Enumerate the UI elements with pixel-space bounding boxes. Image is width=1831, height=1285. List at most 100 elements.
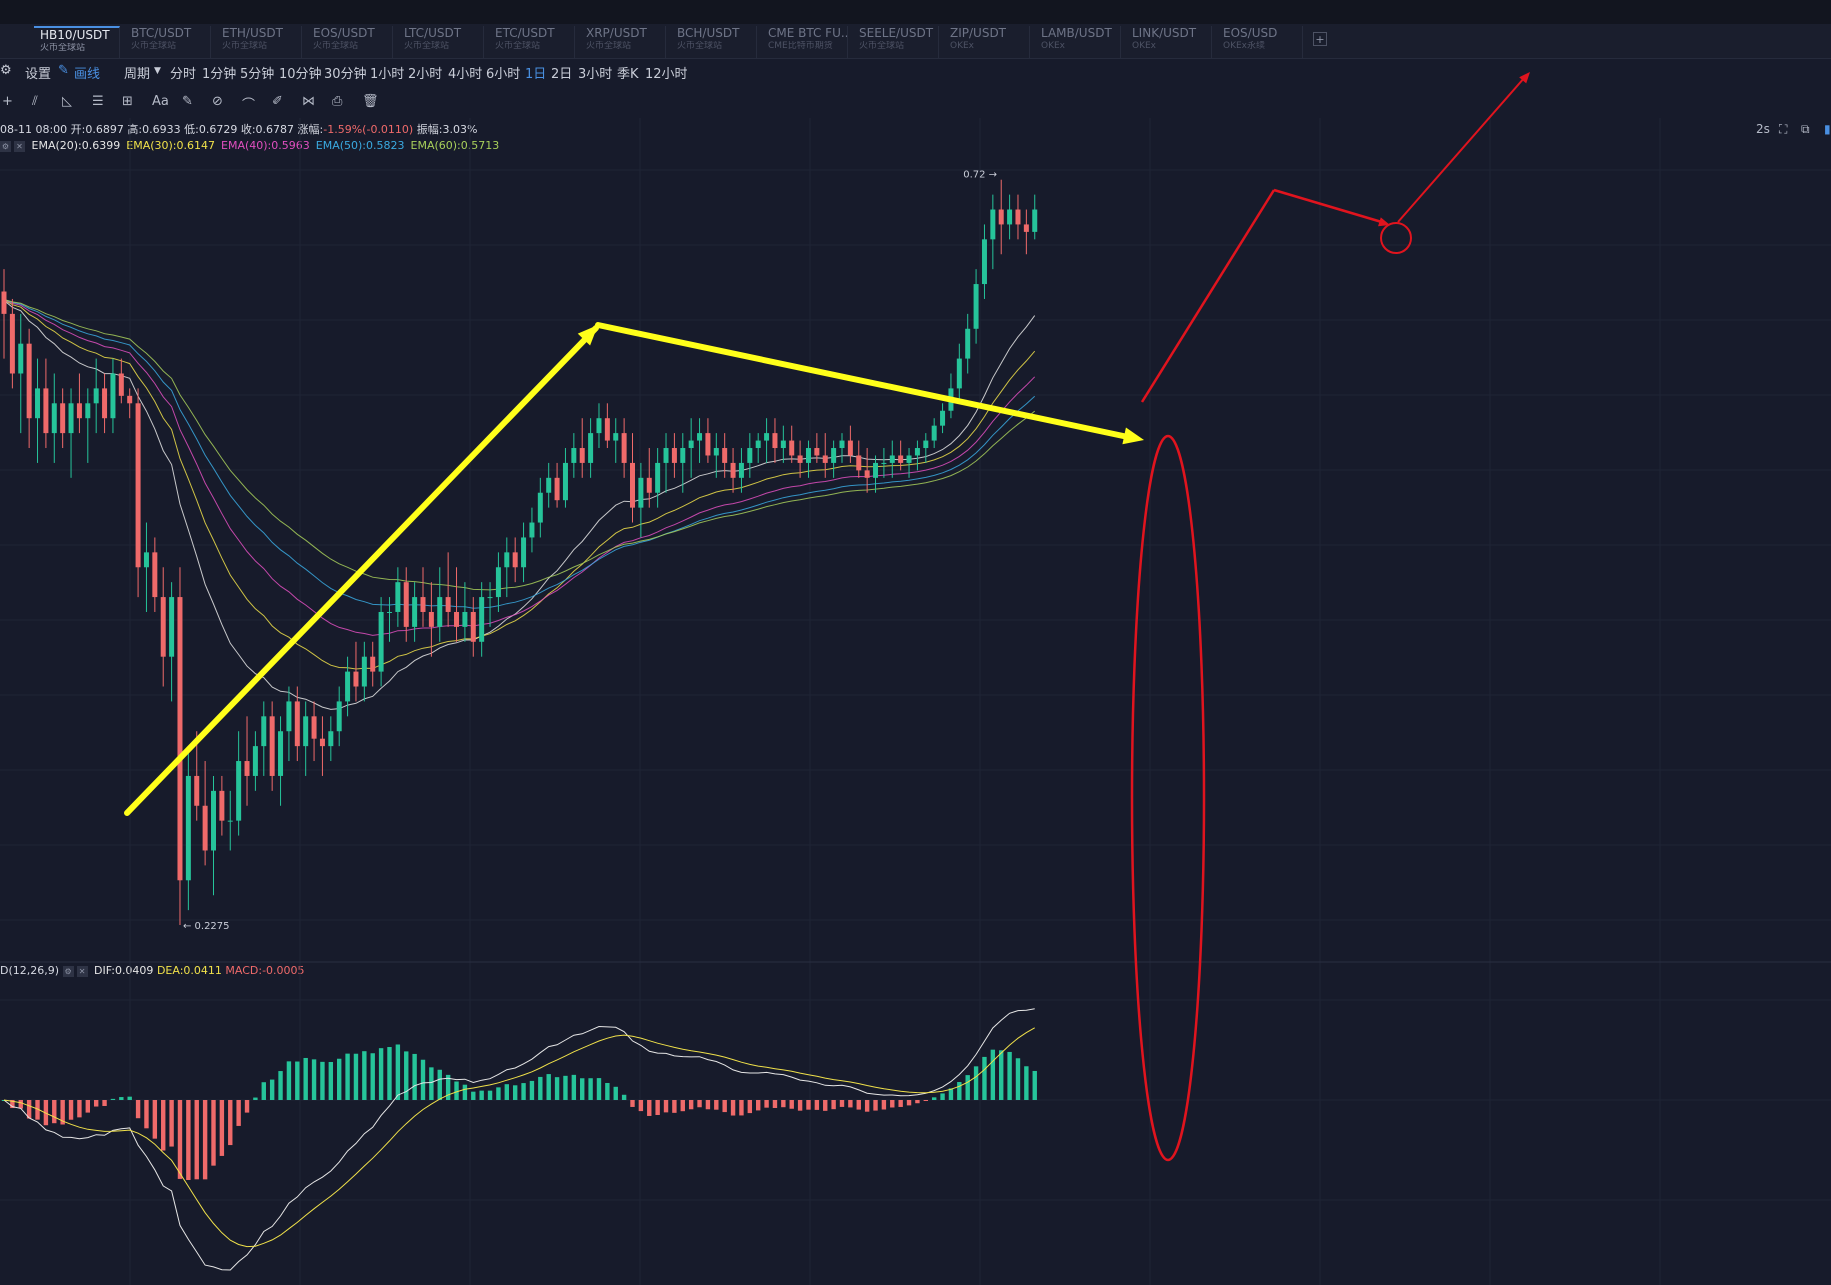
draw-tool-icon-9[interactable]: ✐: [272, 94, 283, 109]
macd-histogram-bar: [630, 1100, 635, 1107]
period-5[interactable]: 1小时: [370, 67, 405, 82]
period-11[interactable]: 3小时: [578, 67, 613, 82]
macd-histogram-bar: [311, 1059, 317, 1100]
period-10[interactable]: 2日: [551, 67, 573, 82]
draw-tool-icon-6[interactable]: ✎: [182, 94, 193, 109]
tab-seele-usdt[interactable]: SEELE/USDT 火币全球站: [853, 26, 939, 58]
draw-tool-icon-7[interactable]: ⊘: [212, 94, 223, 109]
macd-settings-icon[interactable]: ⚙: [62, 965, 74, 977]
panel-toggle-icon[interactable]: ▮: [1824, 122, 1831, 136]
draw-tool-icon-11[interactable]: ⎙: [332, 94, 343, 109]
draw-tool-icon-0[interactable]: +: [2, 94, 13, 109]
draw-tool-icon-8[interactable]: ⌒: [242, 98, 256, 113]
macd-histogram-bar: [504, 1084, 509, 1100]
tab-hb10-usdt[interactable]: HB10/USDT 火币全球站: [34, 26, 120, 58]
tab-link-usdt[interactable]: LINK/USDT OKEx: [1126, 26, 1212, 58]
period-0[interactable]: 分时: [170, 67, 197, 82]
period-2[interactable]: 5分钟: [240, 67, 275, 82]
macd-histogram-bar: [202, 1100, 208, 1180]
tab-etc-usdt[interactable]: ETC/USDT 火币全球站: [489, 26, 575, 58]
popout-icon[interactable]: ⧉: [1801, 122, 1810, 136]
period-12[interactable]: 季K: [617, 67, 639, 82]
ema-settings-icon[interactable]: ⚙: [0, 140, 11, 152]
candle-body: [60, 403, 66, 434]
candle-body: [487, 597, 493, 599]
tab-eos-usdt[interactable]: EOS/USDT 火币全球站: [307, 26, 393, 58]
draw-tool-icon-5[interactable]: Aa: [152, 94, 169, 109]
candle-body: [940, 410, 946, 426]
draw-tool-icon-1[interactable]: ⫽: [32, 94, 38, 109]
tab-symbol: LAMB/USDT: [1041, 26, 1112, 40]
candle-body: [328, 731, 334, 747]
tab-lamb-usdt[interactable]: LAMB/USDT OKEx: [1035, 26, 1121, 58]
period-9[interactable]: 1日: [525, 67, 547, 82]
macd-histogram-bar: [973, 1066, 979, 1100]
legend-close-label: 收:: [240, 123, 256, 136]
period-13[interactable]: 12小时: [645, 67, 688, 82]
macd-histogram-bar: [1024, 1066, 1029, 1100]
draw-tool-icon-2[interactable]: ◺: [62, 94, 72, 109]
period-3[interactable]: 10分钟: [279, 67, 322, 82]
tab-ltc-usdt[interactable]: LTC/USDT 火币全球站: [398, 26, 484, 58]
macd-histogram-bar: [303, 1057, 308, 1100]
candle-body: [965, 328, 971, 359]
window-top-strip: [0, 0, 1831, 24]
candle-body: [378, 611, 384, 672]
period-8[interactable]: 6小时: [486, 67, 521, 82]
tab-btc-usdt[interactable]: BTC/USDT 火币全球站: [125, 26, 211, 58]
draw-tool-icon-4[interactable]: ⊞: [122, 94, 133, 109]
chevron-down-icon[interactable]: ▼: [154, 66, 161, 76]
yellow-trend-arrow-down: [595, 322, 1131, 440]
settings-button[interactable]: 设置: [25, 67, 52, 82]
ema-close-icon[interactable]: ✕: [14, 140, 25, 152]
macd-value: MACD:-0.0005: [225, 964, 305, 977]
legend-high: 0.6933: [142, 123, 181, 136]
tab-eth-usdt[interactable]: ETH/USDT 火币全球站: [216, 26, 302, 58]
macd-histogram-bar: [948, 1088, 954, 1100]
tab-xrp-usdt[interactable]: XRP/USDT 火币全球站: [580, 26, 666, 58]
period-6[interactable]: 2小时: [408, 67, 443, 82]
draw-tool-icon-3[interactable]: ☰: [92, 94, 104, 109]
period-dropdown[interactable]: 周期: [124, 67, 151, 82]
candle-body: [9, 313, 15, 374]
period-4[interactable]: 30分钟: [324, 67, 367, 82]
candle-body: [990, 209, 996, 240]
legend-low: 0.6729: [198, 123, 238, 136]
tab-eos-usd[interactable]: EOS/USD OKEx永续: [1217, 26, 1303, 58]
fullscreen-icon[interactable]: ⛶: [1779, 122, 1788, 136]
period-1[interactable]: 1分钟: [202, 67, 237, 82]
candle-body: [470, 611, 476, 642]
tab-symbol: CME BTC FU...: [768, 26, 847, 40]
tab-cme-btc-fu-[interactable]: CME BTC FU... CME比特币期货: [762, 26, 848, 58]
candle-body: [981, 239, 987, 285]
macd-close-icon[interactable]: ✕: [76, 965, 88, 977]
tab-bch-usdt[interactable]: BCH/USDT 火币全球站: [671, 26, 757, 58]
candle-body: [160, 597, 166, 657]
candle-body: [705, 433, 711, 456]
macd-histogram-bar: [722, 1100, 727, 1113]
candle-body: [26, 343, 32, 419]
macd-histogram-bar: [454, 1081, 459, 1100]
draw-button[interactable]: 画线: [74, 67, 101, 82]
draw-pencil-icon[interactable]: ✎: [58, 63, 69, 78]
tab-symbol: ETC/USDT: [495, 26, 555, 40]
draw-tool-icon-10[interactable]: ⋈: [302, 94, 315, 109]
period-7[interactable]: 4小时: [448, 67, 483, 82]
candle-body: [462, 611, 468, 627]
macd-histogram-bar: [244, 1100, 250, 1113]
symbol-tab-bar: HB10/USDT 火币全球站 BTC/USDT 火币全球站 ETH/USDT 火币全球站…: [0, 24, 1831, 59]
candle-body: [663, 448, 669, 463]
add-tab-icon[interactable]: +: [1313, 32, 1327, 46]
tab-zip-usdt[interactable]: ZIP/USDT OKEx: [944, 26, 1030, 58]
refresh-interval[interactable]: 2s: [1756, 122, 1770, 136]
settings-gear-icon[interactable]: ⚙: [0, 63, 12, 78]
macd-histogram-bar: [177, 1100, 183, 1179]
candle-body: [311, 716, 317, 739]
candle-body: [68, 403, 74, 434]
macd-histogram-bar: [404, 1051, 409, 1100]
tab-symbol: SEELE/USDT: [859, 26, 934, 40]
draw-tool-icon-12[interactable]: 🗑: [362, 94, 379, 109]
yellow-arrow-head-up: [577, 325, 598, 346]
candle-body: [521, 537, 527, 568]
